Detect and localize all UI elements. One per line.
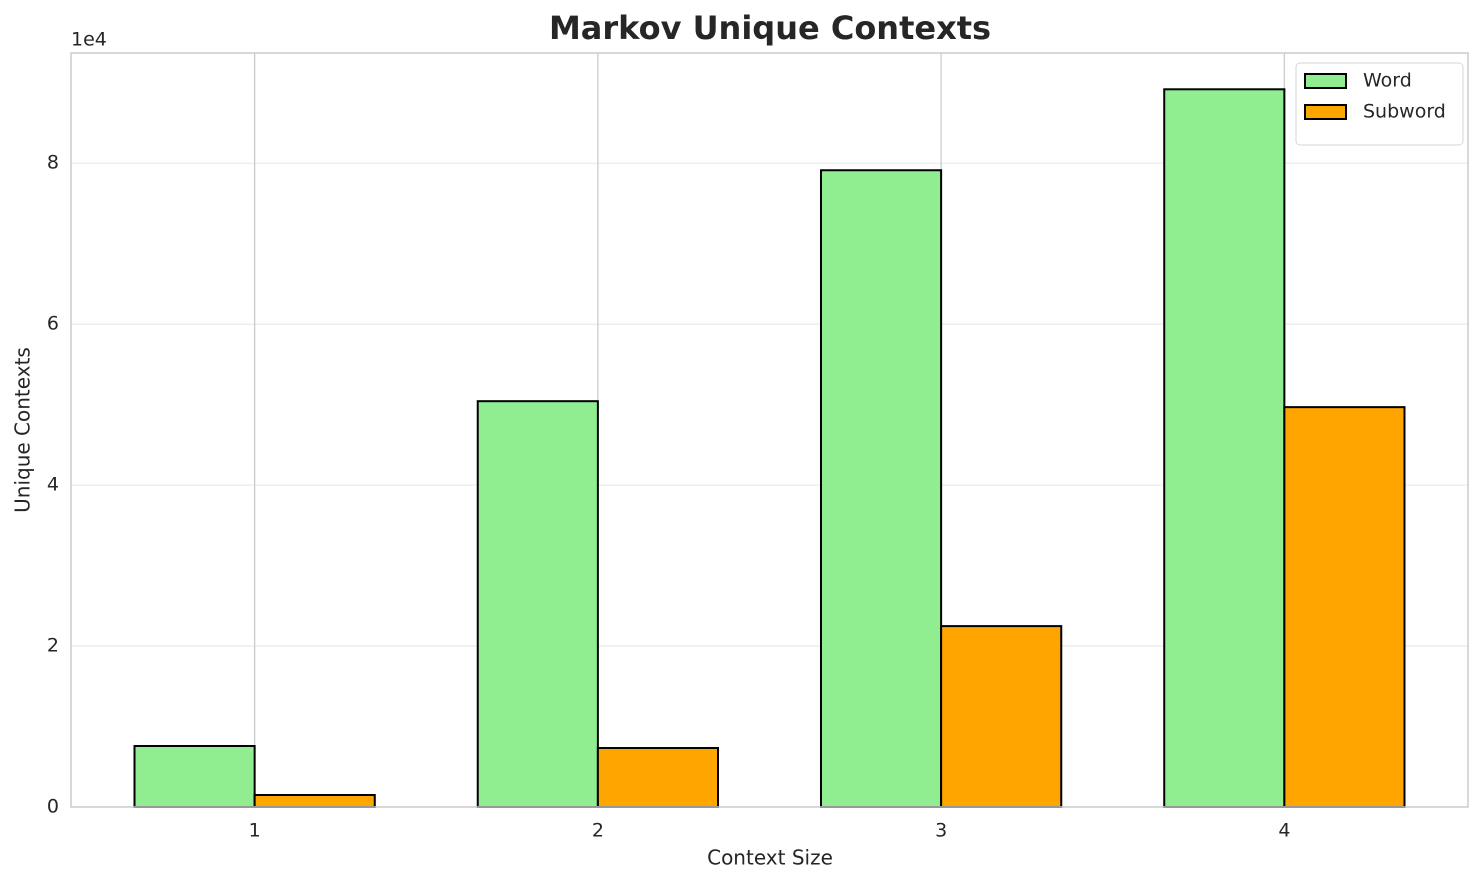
legend-label: Subword xyxy=(1363,101,1446,123)
y-tick-label: 8 xyxy=(47,152,59,174)
bar xyxy=(253,794,376,808)
legend: Word Subword xyxy=(1295,62,1464,146)
legend-label: Word xyxy=(1363,70,1412,92)
y-tick-label: 6 xyxy=(47,313,59,335)
bar xyxy=(596,747,720,809)
x-tick-label: 1 xyxy=(249,820,261,842)
bar xyxy=(1163,88,1286,808)
legend-swatch xyxy=(1304,104,1347,120)
y-tick-label: 4 xyxy=(47,474,59,496)
x-tick-label: 3 xyxy=(935,820,947,842)
x-tick-label: 2 xyxy=(592,820,604,842)
legend-swatch xyxy=(1304,73,1347,89)
y-offset-label: 1e4 xyxy=(71,29,107,51)
chart-title: Markov Unique Contexts xyxy=(549,9,991,47)
bar xyxy=(476,400,599,808)
bar xyxy=(819,169,943,808)
y-tick-label: 0 xyxy=(47,796,59,818)
y-tick-label: 2 xyxy=(47,635,59,657)
y-axis-label: Unique Contexts xyxy=(11,347,35,513)
x-tick-label: 4 xyxy=(1278,820,1290,842)
bar xyxy=(940,625,1063,808)
bar xyxy=(1283,406,1406,808)
plot-frame xyxy=(70,52,1469,808)
bar xyxy=(133,745,256,808)
x-axis-label: Context Size xyxy=(707,846,833,870)
